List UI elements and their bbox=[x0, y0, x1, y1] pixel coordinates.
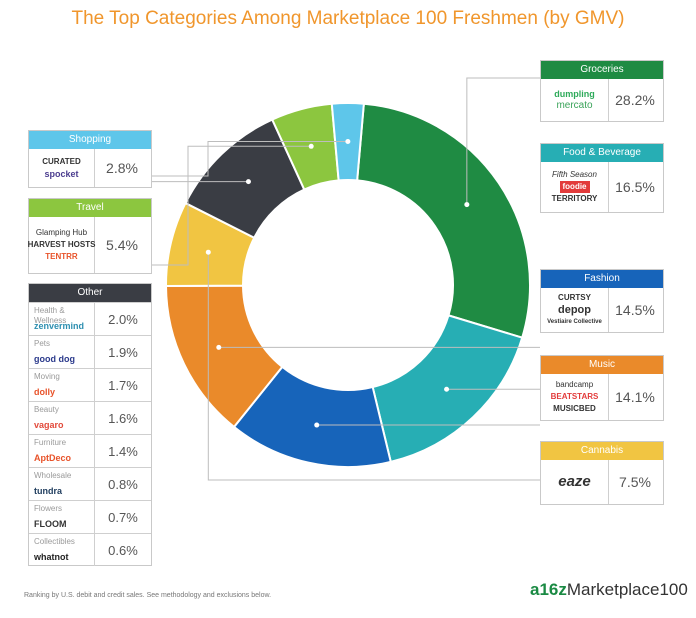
slice-groceries bbox=[356, 102, 531, 339]
other-row-label: Health & Wellness bbox=[34, 306, 67, 325]
logo-glamping-hub: Glamping Hub bbox=[35, 228, 88, 237]
brand-a16z: a16z bbox=[530, 580, 567, 599]
logo-curtsy: CURTSY bbox=[558, 293, 591, 302]
other-row: Wholesale tundra 0.8% bbox=[29, 467, 151, 500]
brand-logo: a16zMarketplace100 bbox=[530, 580, 688, 600]
other-row-logo: vagaro bbox=[34, 420, 64, 430]
card-fashion: Fashion CURTSY depop Vestiaire Collectiv… bbox=[540, 269, 664, 333]
other-row-logo: AptDeco bbox=[34, 453, 72, 463]
other-row: Moving dolly 1.7% bbox=[29, 368, 151, 401]
logo-fifth-season: Fifth Season bbox=[552, 170, 597, 179]
logo-foodie: foodie bbox=[559, 181, 590, 193]
logo-territory: TERRITORY bbox=[551, 194, 598, 203]
other-row-logo: zenvermind bbox=[34, 321, 85, 331]
leader-cannabis bbox=[207, 252, 540, 481]
leader-other-dot bbox=[245, 179, 251, 185]
card-value: 16.5% bbox=[615, 179, 655, 195]
other-row-value: 1.9% bbox=[94, 336, 151, 368]
other-row-label: Moving bbox=[34, 372, 60, 381]
logo-tentrr: TENTRR bbox=[45, 252, 78, 261]
other-row-value: 0.7% bbox=[94, 501, 151, 533]
leader-groceries bbox=[466, 77, 540, 205]
card-value: 14.1% bbox=[615, 389, 655, 405]
card-food-beverage: Food & Beverage Fifth Season foodie TERR… bbox=[540, 143, 664, 213]
other-row: Collectibles whatnot 0.6% bbox=[29, 533, 151, 566]
card-shopping: Shopping CURATED spocket 2.8% bbox=[28, 130, 152, 188]
card-travel: Travel Glamping Hub HARVEST HOSTS TENTRR… bbox=[28, 198, 152, 274]
brand-name: Marketplace100 bbox=[566, 580, 688, 599]
other-row-value: 2.0% bbox=[94, 303, 151, 335]
leader-travel-dot bbox=[308, 143, 314, 149]
card-other: Other Health & Wellness zenvermind 2.0% Pet… bbox=[28, 283, 152, 566]
leader-shopping bbox=[152, 141, 348, 177]
other-row-logo: FLOOM bbox=[34, 519, 67, 529]
card-value: 7.5% bbox=[619, 474, 651, 490]
other-row-label: Beauty bbox=[34, 405, 59, 414]
chart-title: The Top Categories Among Marketplace 100… bbox=[71, 8, 625, 29]
card-label: Groceries bbox=[541, 61, 663, 79]
other-row: Pets good dog 1.9% bbox=[29, 335, 151, 368]
card-groceries: Groceries dumpling mercato 28.2% bbox=[540, 60, 664, 122]
leader-cannabis-dot bbox=[205, 249, 211, 255]
leader-music-dot bbox=[216, 344, 222, 350]
other-row: Flowers FLOOM 0.7% bbox=[29, 500, 151, 533]
other-row-label: Furniture bbox=[34, 438, 67, 447]
other-row-value: 0.8% bbox=[94, 468, 151, 500]
other-row: Health & Wellness zenvermind 2.0% bbox=[29, 302, 151, 335]
logo-curated: CURATED bbox=[42, 157, 81, 166]
card-music: Music bandcamp BEATSTARS MUSICBED 14.1% bbox=[540, 355, 664, 421]
logo-mercato: mercato bbox=[556, 100, 593, 111]
card-label: Food & Beverage bbox=[541, 144, 663, 162]
logo-spocket: spocket bbox=[44, 169, 79, 179]
footnote: Ranking by U.S. debit and credit sales. … bbox=[24, 592, 272, 599]
logo-bandcamp: bandcamp bbox=[555, 380, 594, 389]
card-label: Shopping bbox=[29, 131, 151, 149]
other-row-value: 1.4% bbox=[94, 435, 151, 467]
leader-shopping-dot bbox=[345, 139, 351, 145]
logo-harvest-hosts: HARVEST HOSTS bbox=[27, 240, 96, 249]
other-row-label: Flowers bbox=[34, 504, 63, 513]
leader-groceries-dot bbox=[464, 202, 470, 208]
other-row-label: Wholesale bbox=[34, 471, 72, 480]
leader-food-beverage-dot bbox=[444, 386, 450, 392]
other-row-logo: whatnot bbox=[34, 552, 69, 562]
other-row-logo: tundra bbox=[34, 486, 62, 496]
other-row-value: 1.7% bbox=[94, 369, 151, 401]
card-value: 5.4% bbox=[106, 237, 138, 253]
logo-depop: depop bbox=[558, 304, 591, 316]
other-row-value: 1.6% bbox=[94, 402, 151, 434]
card-value: 2.8% bbox=[106, 160, 138, 176]
logo-eaze: eaze bbox=[558, 473, 591, 490]
card-value: 28.2% bbox=[615, 92, 655, 108]
logo-beatstars: BEATSTARS bbox=[550, 392, 599, 401]
other-row-logo: dolly bbox=[34, 387, 56, 397]
card-label: Cannabis bbox=[541, 442, 663, 460]
logo-musicbed: MUSICBED bbox=[553, 404, 596, 413]
other-row-label: Collectibles bbox=[34, 537, 75, 546]
card-value: 14.5% bbox=[615, 302, 655, 318]
card-label: Travel bbox=[29, 199, 151, 217]
leader-travel bbox=[152, 145, 312, 266]
card-label: Fashion bbox=[541, 270, 663, 288]
logo-dumpling: dumpling bbox=[554, 89, 595, 99]
card-cannabis: Cannabis eaze 7.5% bbox=[540, 441, 664, 505]
other-row-logo: good dog bbox=[34, 354, 75, 364]
other-row-label: Pets bbox=[34, 339, 51, 348]
other-row: Furniture AptDeco 1.4% bbox=[29, 434, 151, 467]
logo-vestiaire: Vestiaire Collective bbox=[547, 319, 602, 325]
other-row-value: 0.6% bbox=[94, 534, 151, 566]
card-label: Other bbox=[29, 284, 151, 302]
leader-fashion-dot bbox=[314, 422, 320, 428]
card-label: Music bbox=[541, 356, 663, 374]
other-row: Beauty vagaro 1.6% bbox=[29, 401, 151, 434]
